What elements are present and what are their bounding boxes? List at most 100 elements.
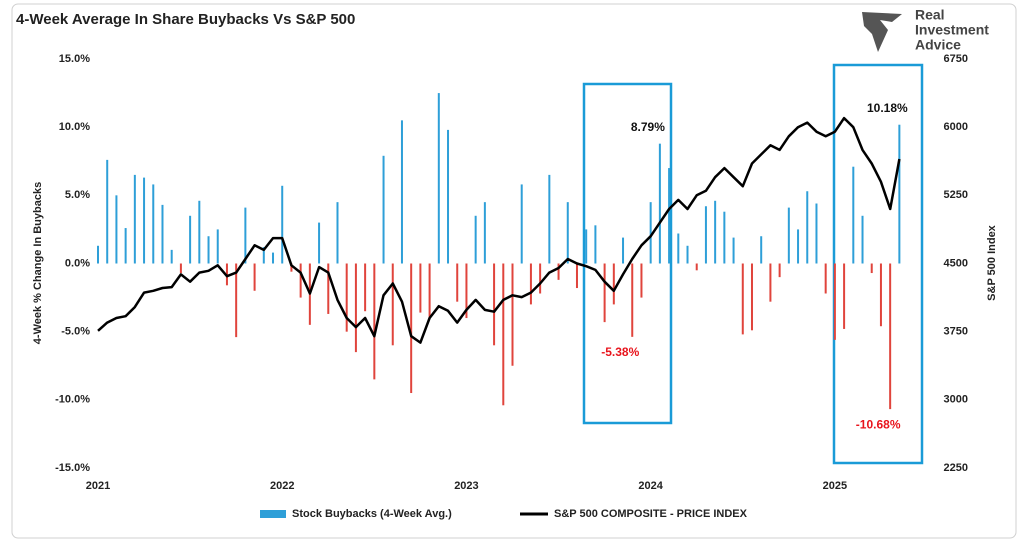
bar xyxy=(539,263,542,294)
bar xyxy=(106,159,109,264)
y2-tick-label: 5250 xyxy=(944,189,968,201)
chart-title: 4-Week Average In Share Buybacks Vs S&P … xyxy=(16,11,355,28)
y-tick-label: 5.0% xyxy=(65,189,90,201)
bar xyxy=(557,263,560,280)
legend-label: Stock Buybacks (4-Week Avg.) xyxy=(292,508,452,520)
bar xyxy=(410,263,413,394)
bar xyxy=(806,191,809,264)
y-tick-label: -10.0% xyxy=(55,394,90,406)
bar xyxy=(143,177,146,264)
x-tick-label: 2021 xyxy=(86,480,110,492)
bar xyxy=(778,263,781,278)
bar xyxy=(124,228,127,264)
bar xyxy=(336,202,339,264)
bar xyxy=(419,263,422,313)
x-tick-label: 2022 xyxy=(270,480,294,492)
bar xyxy=(787,207,790,264)
bar xyxy=(244,207,247,264)
bar xyxy=(189,215,192,264)
bar xyxy=(161,204,164,264)
bar xyxy=(207,236,210,264)
data-label: -10.68% xyxy=(856,417,901,431)
line xyxy=(97,116,901,344)
bar xyxy=(345,263,348,332)
x-tick-label: 2024 xyxy=(638,480,663,492)
bar xyxy=(400,120,403,264)
bar xyxy=(327,263,330,314)
bar xyxy=(170,249,173,264)
bar xyxy=(483,202,486,264)
x-tick-label: 2025 xyxy=(823,480,847,492)
bar xyxy=(262,247,265,264)
bar xyxy=(428,263,431,319)
bar xyxy=(474,215,477,264)
bar xyxy=(723,211,726,264)
bar xyxy=(216,229,219,264)
legend-swatch xyxy=(260,510,286,518)
y-tick-label: 0.0% xyxy=(65,257,90,269)
y-tick-label: -15.0% xyxy=(55,462,90,474)
bar xyxy=(281,185,284,264)
y-tick-label: -5.0% xyxy=(61,326,90,338)
bar xyxy=(843,263,846,329)
y2-tick-label: 6750 xyxy=(944,53,968,65)
bar xyxy=(511,263,514,366)
bar xyxy=(704,206,707,264)
bar xyxy=(133,174,136,264)
bar xyxy=(354,263,357,353)
bar xyxy=(603,263,606,323)
bar xyxy=(198,200,201,264)
data-label: 10.18% xyxy=(867,101,908,115)
y2-tick-label: 4500 xyxy=(944,257,968,269)
bar xyxy=(861,215,864,264)
bar xyxy=(115,195,118,264)
bar xyxy=(741,263,744,335)
bar xyxy=(502,263,505,406)
bar xyxy=(898,124,901,264)
bar xyxy=(548,174,551,264)
bar xyxy=(750,263,753,331)
logo: Real Investment Advice xyxy=(862,7,989,53)
bar xyxy=(714,200,717,264)
bar xyxy=(640,263,643,298)
bar xyxy=(575,263,578,289)
bar xyxy=(493,263,496,346)
bar xyxy=(447,129,450,264)
bar xyxy=(649,202,652,264)
bar xyxy=(290,263,293,272)
bar xyxy=(253,263,256,291)
bar xyxy=(760,236,763,264)
bar xyxy=(797,229,800,264)
bar xyxy=(852,166,855,264)
data-label: 8.79% xyxy=(631,120,665,134)
logo-text: Real xyxy=(915,7,945,23)
data-label: -5.38% xyxy=(601,345,639,359)
y-tick-label: 15.0% xyxy=(59,53,90,65)
bar xyxy=(529,263,532,305)
bar xyxy=(179,263,182,274)
bar xyxy=(879,263,882,327)
bar xyxy=(152,184,155,264)
bar xyxy=(456,263,459,302)
bar xyxy=(870,263,873,274)
bar xyxy=(520,184,523,264)
bar xyxy=(612,263,615,305)
legend-label: S&P 500 COMPOSITE - PRICE INDEX xyxy=(554,508,748,520)
y-axis-label: 4-Week % Change In Buybacks xyxy=(32,182,44,344)
x-tick-label: 2023 xyxy=(454,480,478,492)
logo-text: Advice xyxy=(915,37,961,53)
y2-tick-label: 3750 xyxy=(944,326,968,338)
bar xyxy=(889,263,892,410)
bar xyxy=(668,168,671,264)
bar xyxy=(364,263,367,312)
bar xyxy=(318,222,321,264)
bar xyxy=(658,143,661,264)
bar xyxy=(465,263,468,319)
bar xyxy=(437,93,440,264)
y2-tick-label: 3000 xyxy=(944,394,968,406)
bar xyxy=(391,263,394,346)
bar xyxy=(631,263,634,337)
bar xyxy=(594,225,597,264)
bar xyxy=(833,263,836,340)
